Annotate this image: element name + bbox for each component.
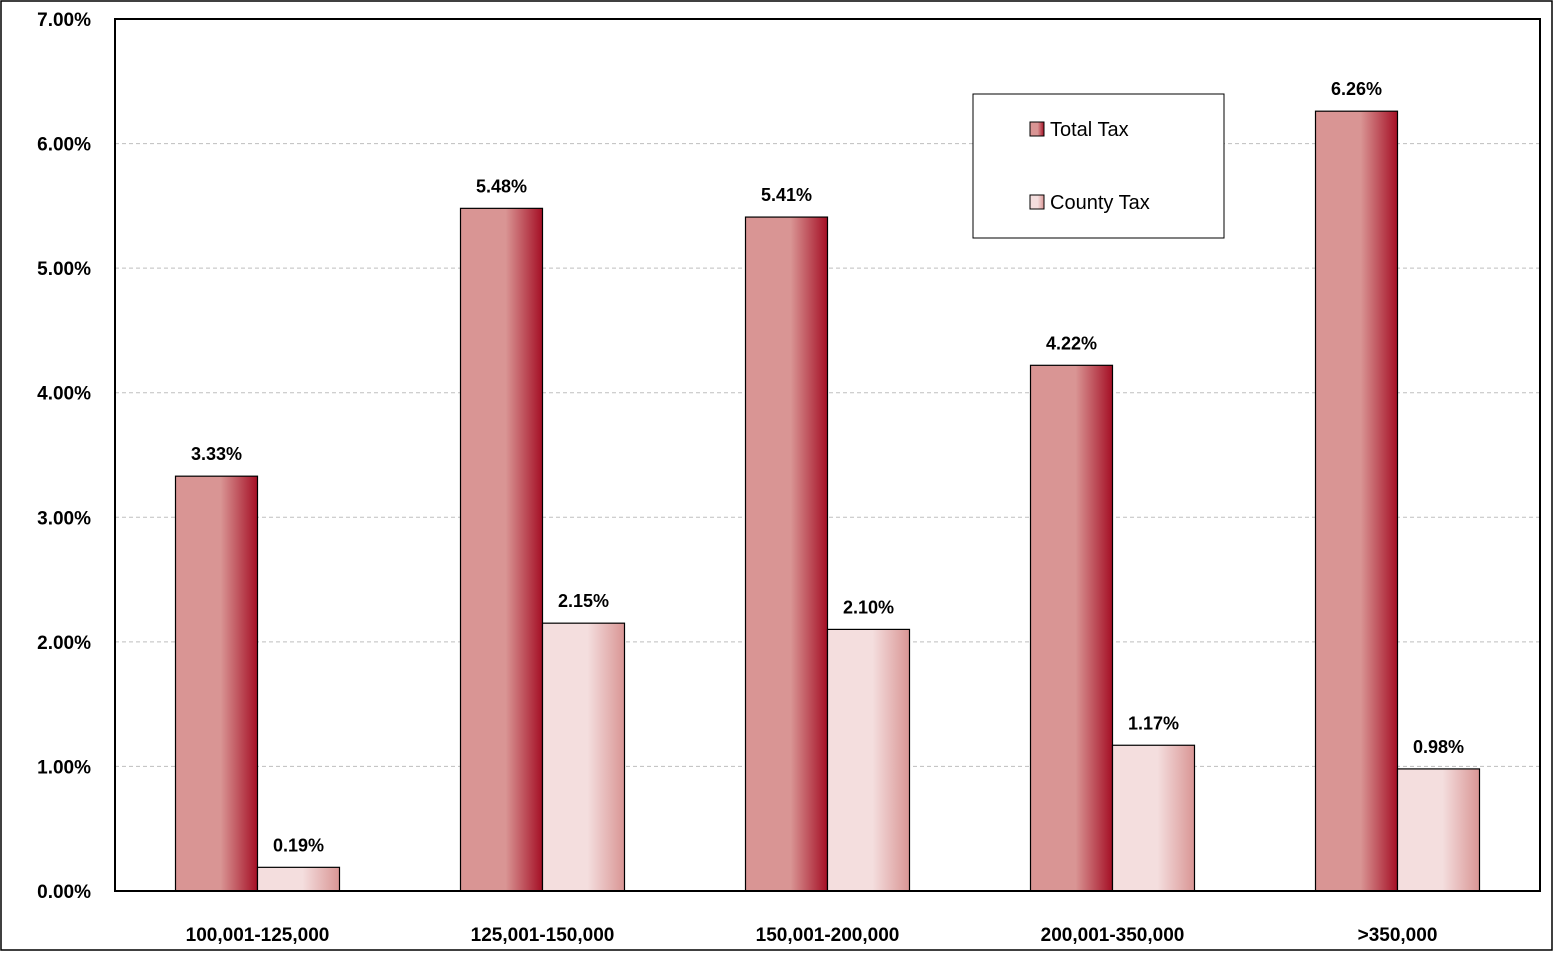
legend-swatch-county-tax — [1029, 194, 1045, 210]
data-label-county-tax-4: 1.17% — [1128, 713, 1179, 733]
data-label-total-tax-5: 6.26% — [1331, 79, 1382, 99]
legend: Total Tax County Tax — [972, 93, 1225, 239]
x-tick-label: >350,000 — [1358, 925, 1438, 946]
y-tick-label: 0.00% — [37, 882, 91, 903]
bar-county-tax-3 — [826, 628, 911, 892]
data-label-total-tax-2: 5.48% — [476, 176, 527, 196]
data-label-county-tax-1: 0.19% — [273, 835, 324, 855]
y-tick-label: 7.00% — [37, 10, 91, 31]
y-tick-label: 4.00% — [37, 384, 91, 405]
bar-county-tax-5 — [1396, 768, 1481, 892]
data-label-county-tax-5: 0.98% — [1413, 737, 1464, 757]
bar-county-tax-4 — [1111, 744, 1196, 892]
bar-total-tax-2 — [459, 207, 544, 892]
legend-label-county-tax: County Tax — [1050, 192, 1150, 214]
x-tick-label: 100,001-125,000 — [186, 925, 330, 946]
y-axis-ticks: 0.00% 1.00% 2.00% 3.00% 4.00% 5.00% 6.00% 7.00% — [37, 10, 91, 903]
legend-label-total-tax: Total Tax — [1050, 119, 1129, 141]
legend-swatch-total-tax — [1029, 121, 1045, 137]
y-tick-label: 5.00% — [37, 259, 91, 280]
bar-county-tax-1 — [256, 866, 341, 892]
bar-county-tax-2 — [541, 622, 626, 892]
data-label-county-tax-3: 2.10% — [843, 597, 894, 617]
y-tick-label: 2.00% — [37, 633, 91, 654]
data-labels: 3.33% 0.19% 5.48% 2.15% 5.41% 2.10% 4.22% 1.17%… — [191, 79, 1464, 855]
bar-total-tax-1 — [174, 475, 259, 892]
x-tick-label: 150,001-200,000 — [756, 925, 900, 946]
bar-total-tax-3 — [744, 216, 829, 892]
y-tick-label: 6.00% — [37, 135, 91, 156]
plot-area-border — [114, 18, 1541, 892]
bar-total-tax-5 — [1314, 110, 1399, 892]
bar-total-tax-4 — [1029, 364, 1114, 892]
x-tick-label: 125,001-150,000 — [471, 925, 615, 946]
data-label-total-tax-3: 5.41% — [761, 185, 812, 205]
data-label-total-tax-4: 4.22% — [1046, 333, 1097, 353]
data-label-county-tax-2: 2.15% — [558, 591, 609, 611]
x-axis-ticks: 100,001-125,000 125,001-150,000 150,001-20… — [186, 925, 1438, 946]
bars — [174, 110, 1481, 892]
x-tick-label: 200,001-350,000 — [1041, 925, 1185, 946]
data-label-total-tax-1: 3.33% — [191, 444, 242, 464]
y-tick-label: 3.00% — [37, 508, 91, 529]
y-tick-label: 1.00% — [37, 757, 91, 778]
legend-box — [972, 93, 1225, 239]
